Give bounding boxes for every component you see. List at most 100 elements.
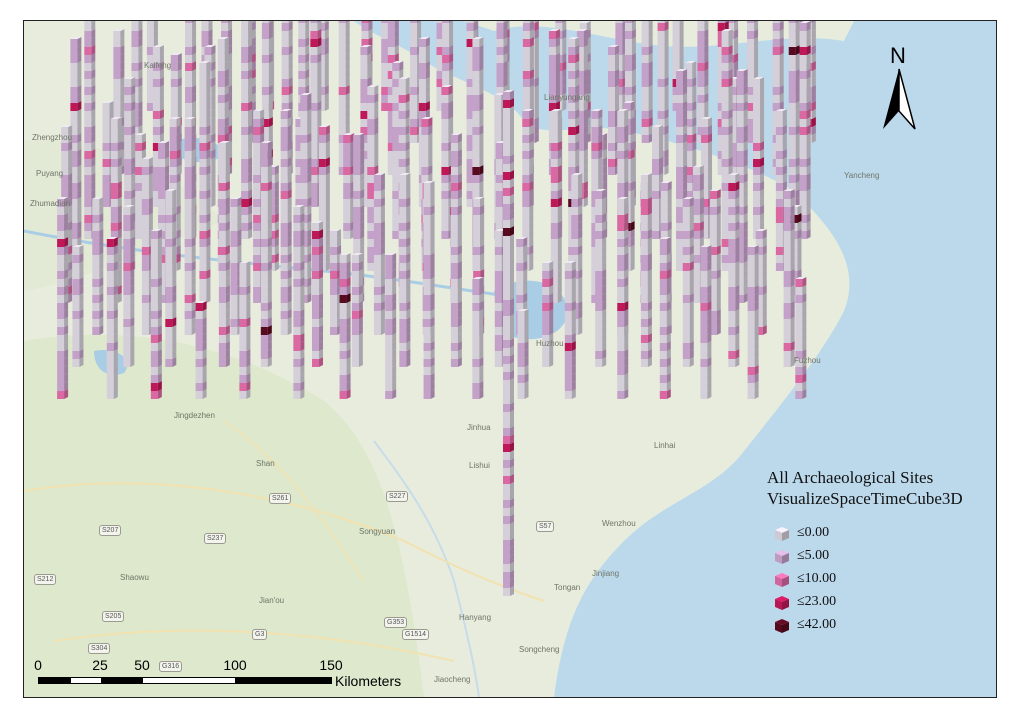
place-label: Songcheng <box>519 645 560 654</box>
cube-column <box>682 197 694 367</box>
space-time-cube-columns <box>57 21 816 596</box>
cube-column <box>260 141 272 367</box>
cube-column <box>641 21 653 143</box>
legend: All Archaeological Sites VisualizeSpaceT… <box>767 467 992 636</box>
cube-column <box>755 229 767 335</box>
cube-column <box>423 181 435 399</box>
place-label: Jian'ou <box>259 596 285 605</box>
cube-column <box>399 173 411 367</box>
sea-area <box>354 21 996 697</box>
hill-region <box>24 334 424 697</box>
scale-tick-label: 100 <box>223 657 247 673</box>
cube-column <box>753 77 765 239</box>
road-shield: S205 <box>102 611 125 622</box>
legend-item: ≤23.00 <box>773 590 992 613</box>
legend-title-line2: VisualizeSpaceTimeCube3D <box>767 489 963 508</box>
place-label: Fuzhou <box>794 356 821 365</box>
cube-column <box>595 189 607 367</box>
place-label: Shan <box>256 459 275 468</box>
cube-column <box>123 205 135 367</box>
cube-column <box>697 21 709 143</box>
legend-label: ≤5.00 <box>797 547 830 563</box>
scale-tick-label: 0 <box>34 657 42 673</box>
legend-title-line1: All Archaeological Sites <box>767 468 934 487</box>
legend-label: ≤23.00 <box>797 593 837 609</box>
cube-column <box>150 229 162 399</box>
cube-column <box>783 189 795 367</box>
cube-column <box>736 69 748 303</box>
basemap <box>24 21 996 697</box>
legend-label: ≤0.00 <box>797 524 830 540</box>
place-label: Linhai <box>654 441 676 450</box>
legend-item: ≤42.00 <box>773 613 992 636</box>
road-shield: S237 <box>204 533 227 544</box>
cube-column <box>788 21 800 207</box>
cube-column <box>692 165 704 303</box>
legend-item: ≤0.00 <box>773 521 992 544</box>
cube-column <box>106 237 118 399</box>
place-label: Shaowu <box>120 573 149 582</box>
cube-column <box>640 173 652 367</box>
cube-column <box>373 173 385 335</box>
place-label: Jinjiang <box>592 569 620 578</box>
cube-column <box>241 21 253 239</box>
cube-column <box>450 133 462 367</box>
road-shield: G353 <box>384 617 408 628</box>
cube-column <box>503 90 514 596</box>
cube-column <box>542 261 554 367</box>
place-label: Jingdezhen <box>174 411 215 420</box>
place-label: Kaifeng <box>144 61 172 70</box>
cube-column <box>550 109 562 303</box>
cube-column <box>72 245 84 367</box>
cube-column <box>293 205 305 399</box>
place-label: Huzhou <box>536 339 564 348</box>
cube-column <box>199 61 211 303</box>
cube-column <box>84 21 96 239</box>
road-shield: S261 <box>269 493 292 504</box>
scale-bar: 0 25 50 100 150 Kilometers <box>34 657 414 691</box>
cube-column <box>747 245 759 399</box>
cube-column <box>239 261 251 399</box>
place-label: Puyang <box>36 169 64 178</box>
cube-column <box>57 197 69 399</box>
north-arrow-icon <box>883 68 916 130</box>
cube-column <box>351 253 363 367</box>
north-arrow: N <box>879 43 919 133</box>
scale-unit-label: Kilometers <box>335 673 402 689</box>
legend-cube-icon <box>775 572 789 587</box>
scale-tick-label: 50 <box>134 657 150 673</box>
road-shield: S304 <box>88 643 111 654</box>
cube-column <box>280 109 292 335</box>
place-label: Yancheng <box>844 171 880 180</box>
legend-cube-icon <box>775 618 789 633</box>
cube-column <box>218 141 230 367</box>
place-label: Lishui <box>469 461 490 470</box>
cube-column <box>343 133 355 239</box>
cube-column <box>472 277 484 399</box>
legend-cube-icon <box>775 526 789 541</box>
cube-column <box>795 277 807 399</box>
place-label: Zhumadian <box>30 199 71 208</box>
cube-column <box>517 309 529 399</box>
cube-column <box>195 301 207 399</box>
cube-column <box>312 221 324 367</box>
scale-segment <box>102 677 142 684</box>
cube-column <box>564 261 576 399</box>
place-label: Jinhua <box>467 423 491 432</box>
road-shield: G1514 <box>402 629 430 640</box>
legend-cube-icon <box>775 549 789 564</box>
place-label: Hanyang <box>459 613 492 622</box>
scale-tick-label: 25 <box>92 657 108 673</box>
cube-column <box>339 253 351 399</box>
cube-column <box>709 189 721 335</box>
place-label: Jiaocheng <box>434 675 471 684</box>
cube-column <box>385 253 397 399</box>
cube-column <box>659 237 671 399</box>
place-label: Songyuan <box>359 527 396 536</box>
map-frame: Zhengzhou Yancheng Lianyungang Jinhua Li… <box>23 20 997 698</box>
legend-label: ≤10.00 <box>797 570 837 586</box>
scale-segment <box>70 677 102 684</box>
legend-item: ≤10.00 <box>773 567 992 590</box>
place-label: Wenzhou <box>602 519 636 528</box>
road <box>223 420 365 582</box>
